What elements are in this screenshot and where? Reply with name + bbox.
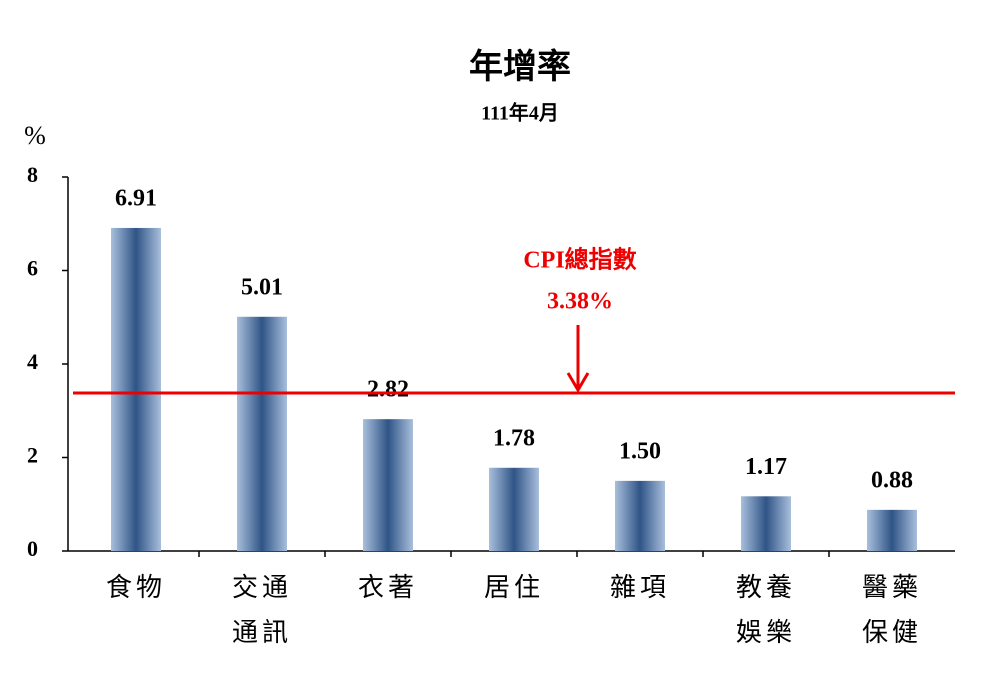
- x-tick-label: 通訊: [232, 618, 292, 647]
- y-axis-label: %: [24, 121, 46, 150]
- reference-value-label: 3.38%: [547, 289, 613, 315]
- y-tick-label: 6: [27, 256, 38, 281]
- x-tick-label: 保健: [862, 618, 922, 647]
- reference-label: CPI總指數: [523, 246, 636, 274]
- bar: [237, 316, 287, 551]
- data-label: 6.91: [115, 185, 157, 211]
- x-tick-label: 醫藥: [862, 573, 922, 602]
- data-label: 2.82: [367, 377, 409, 403]
- data-label: 1.50: [619, 438, 661, 464]
- y-tick-label: 0: [27, 536, 38, 561]
- bar: [363, 419, 413, 551]
- x-tick-label: 居住: [484, 573, 544, 602]
- data-label: 5.01: [241, 274, 283, 300]
- bar: [111, 227, 161, 551]
- data-label: 1.78: [493, 425, 535, 451]
- data-label: 0.88: [871, 467, 913, 493]
- reference-arrowhead: [566, 372, 590, 393]
- x-tick-label: 衣著: [358, 573, 418, 602]
- bar: [489, 467, 539, 551]
- x-tick-label: 教養: [736, 573, 796, 602]
- bar: [615, 480, 665, 551]
- y-tick-label: 8: [27, 162, 38, 187]
- bar: [867, 509, 917, 551]
- x-tick-label: 食物: [106, 573, 166, 602]
- x-tick-label: 交通: [232, 573, 292, 602]
- y-tick-label: 2: [27, 443, 38, 468]
- chart-title: 年增率: [469, 48, 571, 86]
- x-tick-label: 娛樂: [736, 618, 796, 647]
- bar: [741, 496, 791, 551]
- chart-subtitle: 111年4月: [481, 101, 559, 125]
- data-label: 1.17: [745, 454, 787, 480]
- y-tick-label: 4: [27, 349, 38, 374]
- x-tick-label: 雜項: [610, 573, 670, 602]
